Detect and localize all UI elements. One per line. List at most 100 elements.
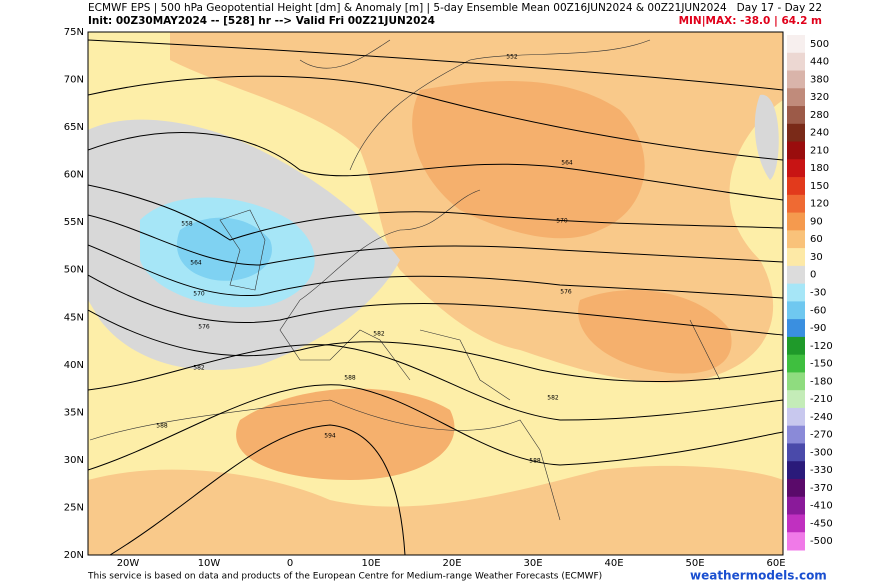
contour [88,75,783,161]
contour-label: 570 [193,291,205,298]
header-title: ECMWF EPS | 500 hPa Geopotential Height … [88,2,727,14]
colorbar-label: 280 [810,110,829,121]
lat-label: 25N [64,502,84,513]
lon-label: 10E [361,558,380,569]
contour [88,132,783,201]
lon-label: 20W [117,558,140,569]
contour-label: 564 [190,260,202,267]
contour-label: 570 [556,218,568,225]
lat-label: 70N [64,75,84,86]
colorbar-swatch [787,532,805,551]
colorbar-label: -370 [810,483,833,494]
colorbar-label: -120 [810,341,833,352]
colorbar-label: 30 [810,252,823,263]
lon-label: 50E [685,558,704,569]
colorbar-swatch [787,106,805,125]
colorbar-label: -210 [810,394,833,405]
colorbar-swatch [787,390,805,409]
anomaly-strong [578,290,732,374]
colorbar-swatch [787,212,805,231]
contour-label: 588 [344,375,356,382]
colorbar-swatch [787,443,805,462]
colorbar-label: -180 [810,376,833,387]
contour-label: 594 [324,433,336,440]
colorbar-label: 120 [810,199,829,210]
contour-label: 582 [373,331,385,338]
contour [109,424,406,555]
colorbar-label: 380 [810,74,829,85]
colorbar-label: -90 [810,323,826,334]
contour-label: 558 [181,221,193,228]
lon-label: 10W [198,558,221,569]
colorbar-swatch [787,52,805,72]
colorbar-label: 60 [810,234,823,245]
lat-label: 75N [64,27,84,38]
colorbar-label: -150 [810,359,833,370]
colorbar-label: 320 [810,92,829,103]
colorbar-label: 240 [810,128,829,139]
colorbar-swatch [787,354,805,373]
footer-site: weathermodels.com [690,569,827,583]
contour-label: 582 [547,395,559,402]
colorbar-swatch [787,194,805,214]
colorbar-swatch [787,425,805,444]
colorbar-swatch [787,35,805,54]
colorbar-swatch [787,372,805,391]
lon-label: 30E [523,558,542,569]
colorbar-swatch [787,407,805,427]
colorbar-label: -30 [810,288,826,299]
header-minmax: MIN|MAX: -38.0 | 64.2 m [679,15,822,27]
map-frame [87,31,784,556]
colorbar-swatch [787,319,805,338]
colorbar-swatch [787,496,805,515]
lat-label: 30N [64,455,84,466]
colorbar-swatch [787,230,805,249]
colorbar-swatch [787,88,805,107]
colorbar-label: -240 [810,412,833,423]
contour [88,184,783,241]
colorbar-swatch [787,248,805,267]
colorbar-label: -410 [810,501,833,512]
contour-label: 564 [561,160,573,167]
footer-credit: This service is based on data and produc… [87,572,602,582]
lat-label: 20N [64,550,84,561]
colorbar-swatch [787,159,805,178]
contour [88,384,783,471]
contour [88,244,783,299]
colorbar-swatch [787,177,805,196]
colorbar-label: 90 [810,216,823,227]
lat-label: 55N [64,217,84,228]
contour [88,274,783,336]
colorbar-swatch [787,141,805,160]
colorbar-swatch [787,301,805,320]
map-field [88,32,783,555]
colorbar-label: -60 [810,305,826,316]
lat-label: 35N [64,407,84,418]
coastline [89,39,721,521]
colorbar-label: -450 [810,518,833,529]
colorbar-swatch [787,514,805,533]
header-init: Init: 00Z30MAY2024 -- [528] hr --> Valid… [88,15,435,27]
colorbar-label: 210 [810,145,829,156]
contour [88,39,783,91]
contour-label: 582 [193,365,205,372]
anomaly-strong [412,81,645,239]
contour [88,309,783,383]
lon-label: 40E [604,558,623,569]
contour-label: 552 [506,54,518,61]
contour [88,344,783,421]
colorbar-swatch [787,70,805,89]
lon-label: 20E [442,558,461,569]
contour-label: 588 [156,423,168,430]
colorbar-label: -500 [810,536,833,547]
contour [88,214,783,266]
colorbar-swatch [787,336,805,356]
colorbar-label: 180 [810,163,829,174]
header-period: Day 17 - Day 22 [737,2,822,14]
lat-label: 50N [64,265,84,276]
colorbar-label: 150 [810,181,829,192]
colorbar-swatch [787,265,805,285]
colorbar-label: 500 [810,39,829,50]
colorbar-label: -270 [810,430,833,441]
